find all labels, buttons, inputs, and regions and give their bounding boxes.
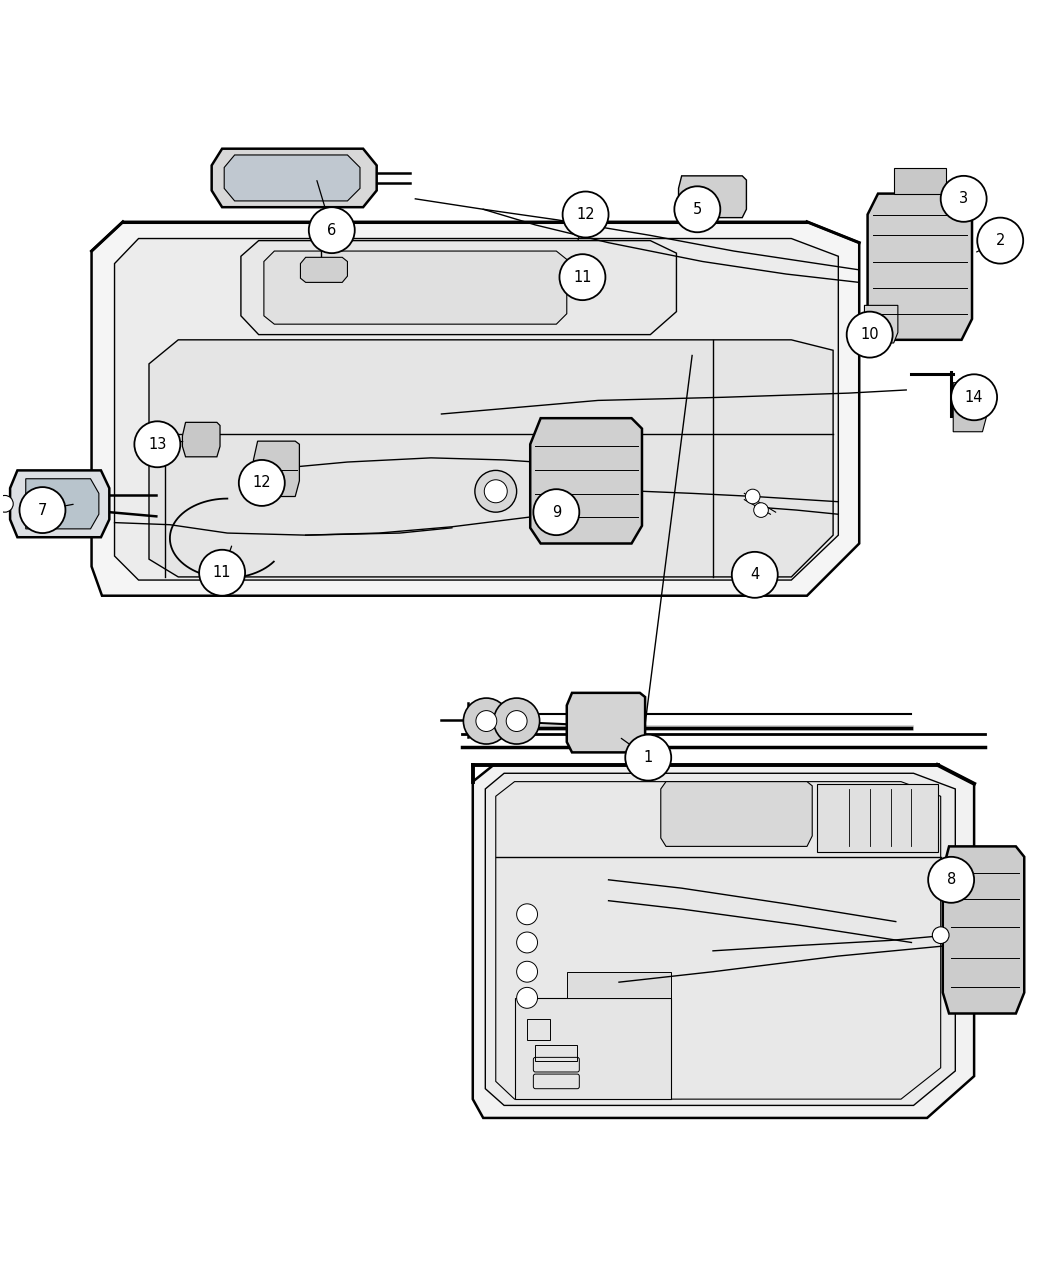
Polygon shape [114, 238, 838, 580]
Polygon shape [26, 478, 99, 529]
Circle shape [625, 734, 671, 780]
Circle shape [309, 208, 355, 254]
Polygon shape [472, 765, 974, 1118]
Bar [527, 1019, 550, 1039]
Circle shape [134, 421, 181, 467]
Text: 7: 7 [38, 502, 47, 518]
Circle shape [563, 191, 609, 237]
Circle shape [517, 904, 538, 924]
Text: 8: 8 [946, 872, 956, 887]
Polygon shape [514, 998, 671, 1099]
Text: 11: 11 [573, 270, 592, 284]
Polygon shape [567, 972, 671, 998]
Polygon shape [264, 251, 567, 324]
Text: 9: 9 [551, 505, 561, 520]
Text: 4: 4 [750, 567, 759, 583]
Text: 11: 11 [213, 565, 231, 580]
Polygon shape [894, 167, 946, 194]
Polygon shape [10, 470, 109, 537]
Circle shape [517, 961, 538, 982]
Circle shape [846, 311, 892, 357]
Polygon shape [300, 258, 348, 282]
Polygon shape [867, 194, 972, 340]
Circle shape [476, 710, 497, 732]
Polygon shape [864, 306, 898, 343]
Circle shape [463, 699, 509, 745]
Circle shape [941, 176, 987, 222]
Circle shape [517, 987, 538, 1009]
Circle shape [560, 254, 606, 300]
Circle shape [674, 186, 720, 232]
Polygon shape [818, 784, 938, 852]
Text: 1: 1 [644, 750, 653, 765]
Polygon shape [943, 847, 1024, 1014]
Circle shape [475, 470, 517, 513]
Polygon shape [660, 782, 813, 847]
Polygon shape [485, 773, 956, 1105]
Text: 5: 5 [693, 201, 702, 217]
Polygon shape [91, 222, 859, 595]
Text: 14: 14 [965, 390, 984, 404]
Circle shape [928, 857, 974, 903]
Circle shape [238, 460, 285, 506]
Polygon shape [567, 692, 645, 752]
Bar [536, 1044, 578, 1061]
Polygon shape [496, 782, 941, 1099]
Circle shape [484, 479, 507, 502]
Text: 12: 12 [576, 207, 595, 222]
Text: 13: 13 [148, 437, 167, 451]
Polygon shape [678, 176, 747, 218]
Circle shape [200, 550, 245, 595]
Polygon shape [953, 382, 987, 432]
Circle shape [754, 502, 769, 518]
Circle shape [746, 490, 760, 504]
Circle shape [517, 932, 538, 952]
Polygon shape [212, 149, 377, 208]
Polygon shape [253, 441, 299, 496]
Circle shape [506, 710, 527, 732]
Circle shape [978, 218, 1023, 264]
Circle shape [533, 490, 580, 536]
Polygon shape [183, 422, 220, 456]
Polygon shape [240, 241, 676, 334]
Polygon shape [530, 418, 642, 543]
Polygon shape [149, 340, 833, 576]
Circle shape [732, 552, 778, 598]
Circle shape [20, 487, 65, 533]
Text: 10: 10 [860, 328, 879, 342]
Circle shape [932, 927, 949, 944]
Circle shape [494, 699, 540, 745]
Circle shape [951, 375, 998, 421]
Text: 3: 3 [959, 191, 968, 207]
Text: 6: 6 [328, 223, 336, 237]
Circle shape [0, 496, 14, 513]
Text: 12: 12 [252, 476, 271, 491]
Text: 2: 2 [995, 233, 1005, 249]
Polygon shape [225, 156, 360, 201]
